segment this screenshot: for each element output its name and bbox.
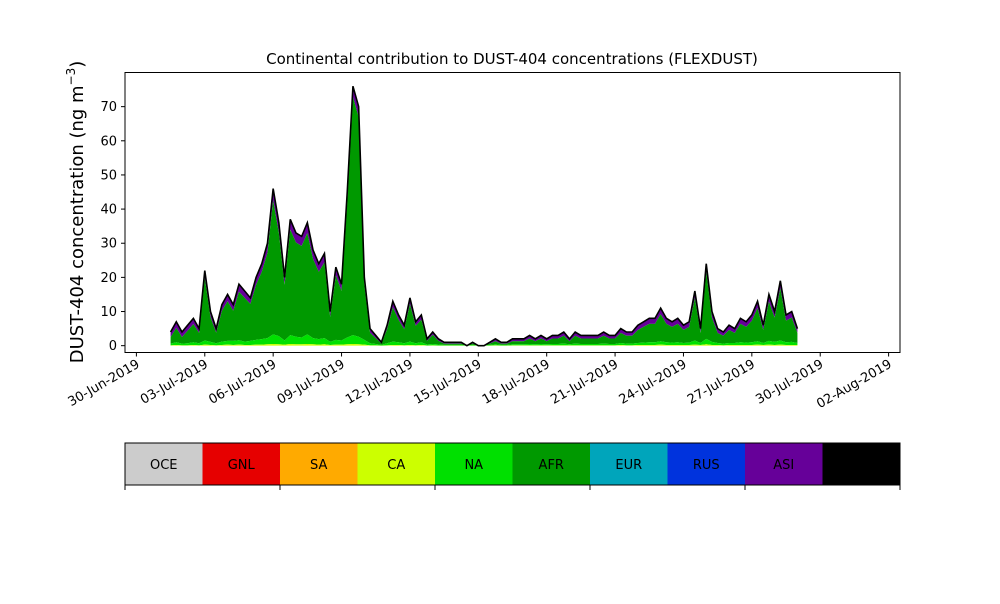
x-tick-label: 24-Jul-2019 [617,357,690,408]
y-tick-label: 40 [100,203,117,218]
x-tick-label: 21-Jul-2019 [548,357,621,408]
y-tick-label: 30 [100,237,117,252]
x-axis: 30-Jun-201903-Jul-201906-Jul-201909-Jul-… [66,352,895,412]
x-tick-label: 03-Jul-2019 [138,357,211,408]
region-legend: OCE GNL SA CA NA AFR EUR RUS ASI AUS [124,442,901,490]
legend-label-asi: ASI [773,458,794,473]
legend-label-ca: CA [387,458,405,473]
plot-frame [124,72,901,353]
legend-label-gnl: GNL [228,458,256,473]
area-band-ca [170,343,798,346]
legend-swatch-gnl [202,443,280,485]
legend-label-eur: EUR [615,458,642,473]
x-tick-label: 06-Jul-2019 [206,357,279,408]
legend-swatch-oce [125,443,203,485]
area-band-afr [170,97,798,346]
legend-swatch-aus [822,443,900,485]
legend-label-na: NA [464,458,483,473]
chart-title: Continental contribution to DUST-404 con… [266,50,758,68]
legend-label-afr: AFR [539,458,564,473]
x-tick-label: 12-Jul-2019 [343,357,416,408]
x-tick-label: 02-Aug-2019 [814,357,894,412]
y-axis-label: DUST-404 concentration (ng m−3) [64,61,88,364]
legend-frame [124,442,901,486]
legend-swatch-ca [357,443,435,485]
y-axis-label-main: DUST-404 concentration (ng m [67,85,88,363]
legend-swatch-eur [590,443,668,485]
y-axis: 0 10 20 30 40 50 60 70 [100,100,125,354]
legend-label-oce: OCE [150,458,178,473]
legend-label-aus: AUS [848,458,875,473]
x-tick-label: 09-Jul-2019 [275,357,348,408]
y-tick-label: 70 [100,100,117,115]
total-concentration-line [169,85,799,347]
y-tick-label: 60 [100,134,117,149]
legend-swatch-asi [745,443,823,485]
legend-label-rus: RUS [693,458,720,473]
y-tick-label: 10 [100,305,117,320]
x-tick-label: 30-Jun-2019 [66,357,143,410]
legend-swatch-na [435,443,513,485]
y-tick-label: 20 [100,271,117,286]
y-axis-label-superscript: −3 [64,68,78,86]
y-tick-label: 0 [109,339,117,354]
legend-swatch-rus [667,443,745,485]
x-tick-label: 15-Jul-2019 [411,357,484,408]
stacked-area-layer [169,85,799,347]
legend-swatch-sa [280,443,358,485]
y-axis-label-tail: ) [67,61,88,68]
y-tick-label: 50 [100,168,117,183]
legend-swatch-afr [512,443,590,485]
x-tick-label: 27-Jul-2019 [685,357,758,408]
legend-label-sa: SA [310,458,327,473]
area-band-na [170,334,798,346]
x-tick-label: 18-Jul-2019 [480,357,553,408]
